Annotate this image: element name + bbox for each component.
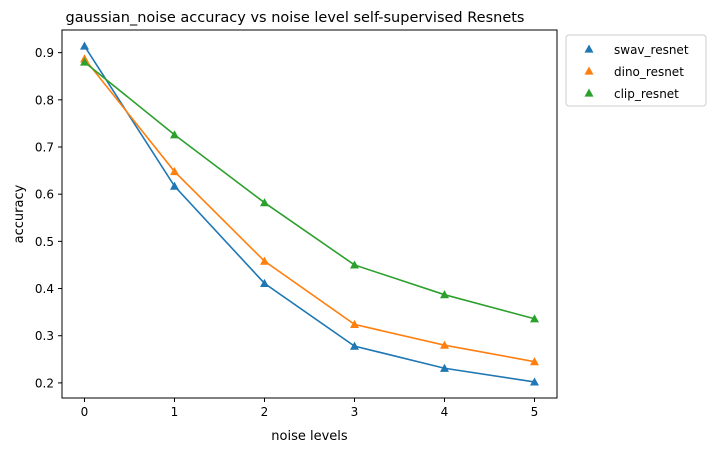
x-tick-label: 5 [531, 405, 539, 419]
series-clip_resnet [80, 57, 539, 323]
data-point [350, 319, 359, 328]
x-tick-label: 0 [81, 405, 89, 419]
plot-area [61, 29, 558, 399]
data-point [260, 256, 269, 265]
legend-marker [584, 66, 594, 75]
y-tick-label: 0.9 [35, 46, 54, 60]
x-axis: 0 1 2 3 4 5 [81, 398, 539, 419]
legend-label: dino_resnet [614, 65, 684, 79]
axes-frame [61, 29, 558, 399]
series-layer [80, 41, 539, 386]
y-tick-label: 0.6 [35, 188, 54, 202]
data-point [80, 41, 89, 50]
legend-marker [584, 44, 594, 53]
series-line [83, 58, 535, 363]
data-point [170, 167, 179, 176]
legend-label: clip_resnet [614, 87, 679, 101]
data-point [530, 357, 539, 366]
legend-box [565, 34, 707, 107]
chart-title: gaussian_noise accuracy vs noise level s… [66, 10, 525, 26]
legend-item-clip_resnet: clip_resnet [584, 87, 679, 101]
series-line [83, 45, 535, 383]
x-tick-label: 4 [441, 405, 449, 419]
y-tick-label: 0.4 [35, 282, 54, 296]
data-point [530, 377, 539, 386]
x-tick-label: 3 [351, 405, 359, 419]
legend-item-dino_resnet: dino_resnet [584, 65, 684, 79]
data-point [80, 57, 89, 66]
y-tick-label: 0.2 [35, 376, 54, 390]
x-tick-label: 1 [171, 405, 179, 419]
series-swav_resnet [80, 41, 539, 386]
legend: swav_resnet dino_resnet clip_resnet [565, 34, 707, 107]
data-point [440, 363, 449, 372]
data-point [440, 290, 449, 299]
data-point [260, 278, 269, 287]
y-axis-label: accuracy [12, 184, 27, 243]
x-tick-label: 2 [261, 405, 269, 419]
series-dino_resnet [80, 54, 539, 366]
y-axis: 0.2 0.3 0.4 0.5 0.6 0.7 0.8 0.9 [35, 46, 62, 390]
x-axis-label: noise levels [271, 429, 348, 444]
data-point [440, 340, 449, 349]
data-point [350, 341, 359, 350]
data-point [170, 130, 179, 139]
y-tick-label: 0.5 [35, 235, 54, 249]
y-tick-label: 0.8 [35, 93, 54, 107]
data-point [260, 198, 269, 207]
series-line [83, 61, 535, 320]
data-point [530, 314, 539, 323]
y-tick-label: 0.3 [35, 329, 54, 343]
data-point [350, 260, 359, 269]
data-point [170, 181, 179, 190]
legend-label: swav_resnet [614, 43, 689, 57]
legend-item-swav_resnet: swav_resnet [584, 43, 689, 57]
y-tick-label: 0.7 [35, 141, 54, 155]
legend-marker [584, 88, 594, 97]
